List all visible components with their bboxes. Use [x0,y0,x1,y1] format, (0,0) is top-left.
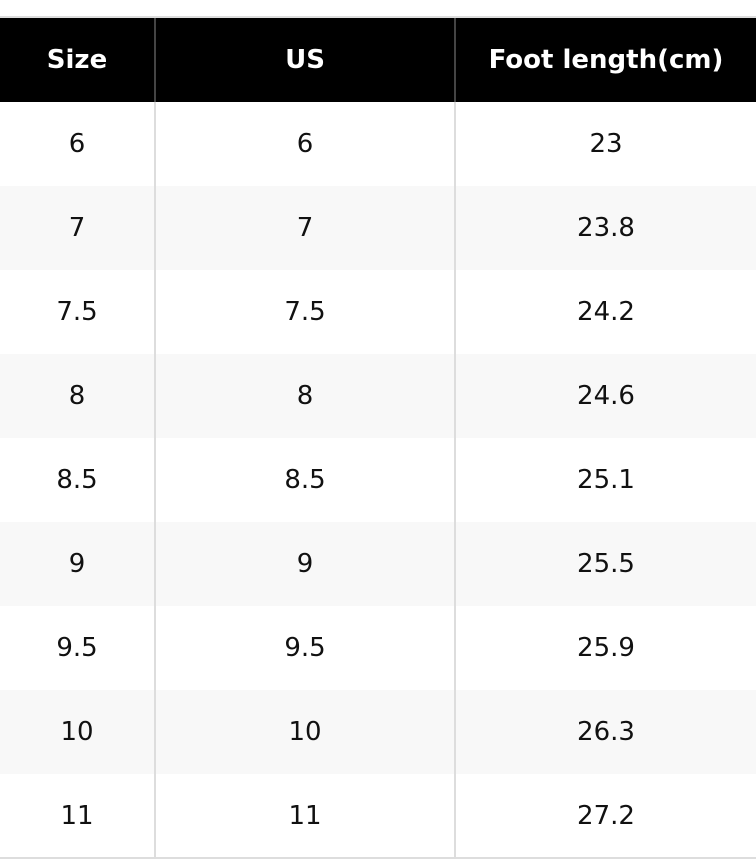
table-cell: 10 [0,690,156,774]
header-cell: Foot length(cm) [455,18,756,102]
table-body: 6 6 23 7 7 23.8 7.5 7.5 24.2 8 8 24.6 8.5 8.5 25.1 9 9 25… [0,102,756,858]
table-row: 9.5 9.5 25.9 [0,606,756,690]
table-cell: 9.5 [0,606,156,690]
table-cell: 26.3 [455,690,756,774]
table-row: 7 7 23.8 [0,186,756,270]
table-cell: 6 [155,102,456,186]
table-cell: 8 [0,354,156,438]
table-cell: 25.9 [577,633,635,663]
table-cell: 6 [0,102,156,186]
table-cell: 8 [155,354,456,438]
table-cell: 9 [155,522,456,606]
table-cell: 25.5 [455,522,756,606]
table-cell: 11 [0,774,156,858]
table-row: 9 9 25.5 [0,522,756,606]
table-row: 7.5 7.5 24.2 [0,270,756,354]
size-table: Size US Foot length(cm) 6 6 23 7 7 23.8 7.5 7.5 24… [0,18,756,858]
table-row: 10 10 26.3 [0,690,756,774]
table-cell: 25.1 [577,465,635,495]
header-cell: US [155,18,456,102]
table-cell: 9.5 [155,606,456,690]
table-cell: 23 [589,129,623,159]
table-cell: 24.6 [455,354,756,438]
table-cell: 11 [155,774,456,858]
table-cell: 8.5 [155,438,456,522]
size-table-container: Size US Foot length(cm) 6 6 23 7 7 23.8 7.5 7.5 24… [0,16,756,859]
header-row: Size US Foot length(cm) [0,18,756,102]
table-cell: 23.8 [455,186,756,270]
table-cell: 7 [155,186,456,270]
table-cell: 10 [155,690,456,774]
table-cell: 9 [0,522,156,606]
table-cell: 8.5 [0,438,156,522]
table-cell: 7.5 [155,270,456,354]
table-row: 11 11 27.2 [0,774,756,858]
table-cell: 7 [0,186,156,270]
table-row: 6 6 23 [0,102,756,186]
table-cell: 24.2 [577,297,635,327]
table-cell: 7.5 [0,270,156,354]
header-cell: Size [0,18,156,102]
table-row: 8 8 24.6 [0,354,756,438]
table-row: 8.5 8.5 25.1 [0,438,756,522]
table-cell: 27.2 [577,801,635,831]
